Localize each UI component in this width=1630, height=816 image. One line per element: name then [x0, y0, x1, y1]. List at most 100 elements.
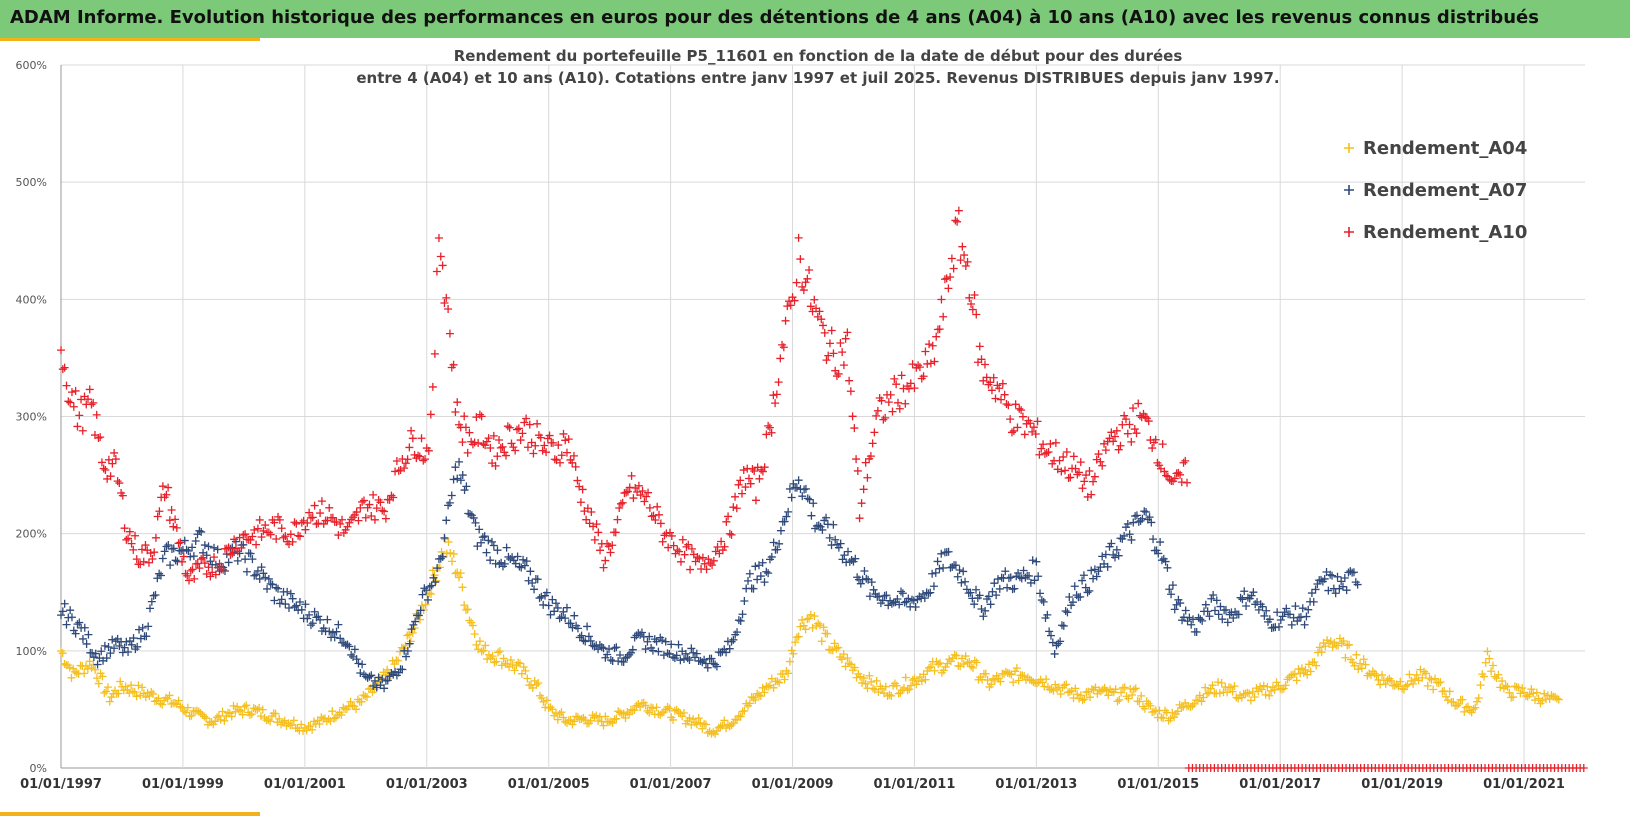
- data-point-a04: [255, 704, 264, 713]
- data-point-a04: [1294, 665, 1303, 674]
- data-point-a10: [1179, 458, 1188, 467]
- data-point-a07: [383, 676, 392, 685]
- data-point-a04: [903, 686, 912, 695]
- data-point-a10: [512, 425, 521, 434]
- data-point-a07: [637, 628, 646, 637]
- data-point-a10: [442, 293, 451, 302]
- data-point-a07: [782, 512, 791, 521]
- data-point-a10: [1018, 412, 1027, 421]
- data-point-a07: [807, 511, 816, 520]
- data-point-a07: [1198, 616, 1207, 625]
- data-point-a04: [427, 589, 436, 598]
- data-point-a04: [238, 710, 247, 719]
- data-point-a07: [1335, 584, 1344, 593]
- data-point-a04: [1129, 685, 1138, 694]
- data-point-a04: [894, 689, 903, 698]
- data-point-a07: [561, 614, 570, 623]
- data-point-a07: [286, 589, 295, 598]
- data-point-a10: [67, 388, 76, 397]
- data-point-a04: [544, 704, 553, 713]
- data-point-a07: [1333, 572, 1342, 581]
- data-point-a07: [756, 572, 765, 581]
- data-point-a04: [1245, 689, 1254, 698]
- data-point-a10: [975, 342, 984, 351]
- data-point-a04: [709, 728, 718, 737]
- data-point-a04: [506, 656, 515, 665]
- data-point-a10: [491, 461, 500, 470]
- data-point-a07: [603, 650, 612, 659]
- data-point-a10: [405, 443, 414, 452]
- data-point-a04: [1065, 687, 1074, 696]
- data-point-a10: [615, 504, 624, 513]
- data-point-a10: [967, 299, 976, 308]
- data-point-a07: [1265, 615, 1274, 624]
- data-point-a07: [1017, 574, 1026, 583]
- data-point-a10: [358, 497, 367, 506]
- data-point-a10: [776, 354, 785, 363]
- data-point-a07: [213, 545, 222, 554]
- data-point-a07: [515, 562, 524, 571]
- data-point-a07: [961, 577, 970, 586]
- chart-legend: Rendement_A04 Rendement_A07 Rendement_A10: [1344, 138, 1527, 243]
- data-point-a10: [281, 532, 290, 541]
- data-point-a10: [935, 325, 944, 334]
- data-point-a04: [1203, 689, 1212, 698]
- series-Rendement_A04: [57, 535, 1563, 739]
- data-point-a07: [909, 596, 918, 605]
- data-point-a04: [1243, 688, 1252, 697]
- data-point-a10: [233, 547, 242, 556]
- data-point-a10: [841, 334, 850, 343]
- data-point-a10: [868, 439, 877, 448]
- data-point-a04: [654, 710, 663, 719]
- data-point-a10: [120, 524, 129, 533]
- data-point-a07: [1136, 516, 1145, 525]
- data-point-a10: [132, 555, 141, 564]
- data-point-a10: [947, 254, 956, 263]
- data-point-a04: [685, 714, 694, 723]
- data-point-a10: [460, 412, 469, 421]
- data-point-a10: [954, 206, 963, 215]
- data-point-a10: [1044, 448, 1053, 457]
- data-point-a04: [1230, 682, 1239, 691]
- data-point-a07: [398, 665, 407, 674]
- data-point-a10: [197, 555, 206, 564]
- data-point-a10: [167, 506, 176, 515]
- data-point-a07: [1192, 627, 1201, 636]
- data-point-a07: [436, 554, 445, 563]
- data-point-a07: [292, 601, 301, 610]
- data-point-a07: [104, 642, 113, 651]
- data-point-a10: [403, 455, 412, 464]
- y-tick-label: 200%: [16, 528, 47, 541]
- data-point-a10: [634, 481, 643, 490]
- data-point-a07: [1019, 566, 1028, 575]
- data-point-a07: [526, 567, 535, 576]
- data-point-a07: [1065, 592, 1074, 601]
- legend-marker-rendement_a04: [1344, 143, 1354, 153]
- data-point-a10: [172, 523, 181, 532]
- data-point-a04: [1170, 713, 1179, 722]
- data-point-a07: [734, 616, 743, 625]
- data-point-a04: [1381, 680, 1390, 689]
- data-point-a07: [277, 595, 286, 604]
- data-point-a04: [98, 672, 107, 681]
- data-point-a07: [843, 547, 852, 556]
- data-point-a04: [1445, 687, 1454, 696]
- data-point-a07: [851, 554, 860, 563]
- data-point-a10: [965, 293, 974, 302]
- data-point-a10: [540, 441, 549, 450]
- data-point-a10: [799, 286, 808, 295]
- data-point-a04: [1259, 681, 1268, 690]
- data-point-a07: [120, 643, 129, 652]
- data-point-a07: [1340, 574, 1349, 583]
- data-point-a10: [715, 549, 724, 558]
- data-point-a07: [1328, 571, 1337, 580]
- data-point-a04: [1146, 701, 1155, 710]
- data-point-a10: [771, 399, 780, 408]
- data-point-a10: [1134, 399, 1143, 408]
- data-point-a10: [664, 543, 673, 552]
- data-point-a10: [507, 439, 516, 448]
- data-point-a07: [612, 643, 621, 652]
- data-point-a04: [1157, 713, 1166, 722]
- data-point-a07: [1052, 641, 1061, 650]
- data-point-a10: [1098, 461, 1107, 470]
